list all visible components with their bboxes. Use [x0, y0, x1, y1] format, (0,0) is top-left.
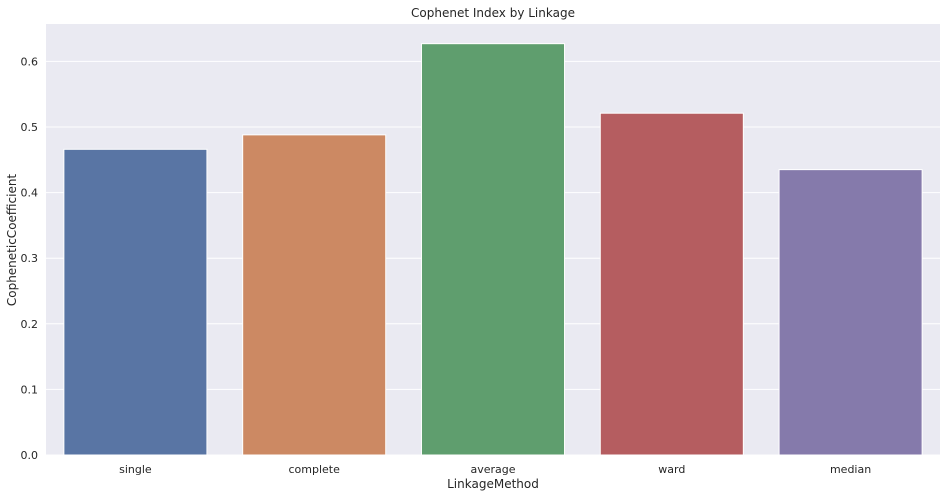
x-tick-label: average: [470, 463, 515, 476]
x-tick-label: ward: [658, 463, 685, 476]
x-tick-label: median: [830, 463, 871, 476]
x-axis-label: LinkageMethod: [447, 477, 539, 491]
bar-complete: [242, 134, 387, 456]
bar-ward: [599, 112, 744, 456]
y-tick-label: 0.1: [21, 383, 39, 396]
y-tick-label: 0.6: [21, 55, 39, 68]
x-tick-label: single: [119, 463, 152, 476]
bar-single: [63, 148, 208, 456]
bar-average: [420, 43, 566, 456]
y-tick-label: 0.4: [21, 187, 39, 200]
y-tick-label: 0.0: [21, 449, 39, 462]
y-tick-labels: 0.0 0.1 0.2 0.3 0.4 0.5 0.6: [21, 55, 39, 462]
y-tick-label: 0.3: [21, 252, 39, 265]
x-tick-label: complete: [289, 463, 341, 476]
x-tick-labels: single complete average ward median: [119, 463, 871, 476]
chart-title: Cophenet Index by Linkage: [411, 6, 575, 20]
y-axis-label: CopheneticCoefficient: [5, 174, 19, 307]
y-tick-label: 0.5: [21, 121, 39, 134]
bar-median: [778, 169, 923, 456]
y-tick-label: 0.2: [21, 318, 39, 331]
bars: [63, 43, 923, 456]
